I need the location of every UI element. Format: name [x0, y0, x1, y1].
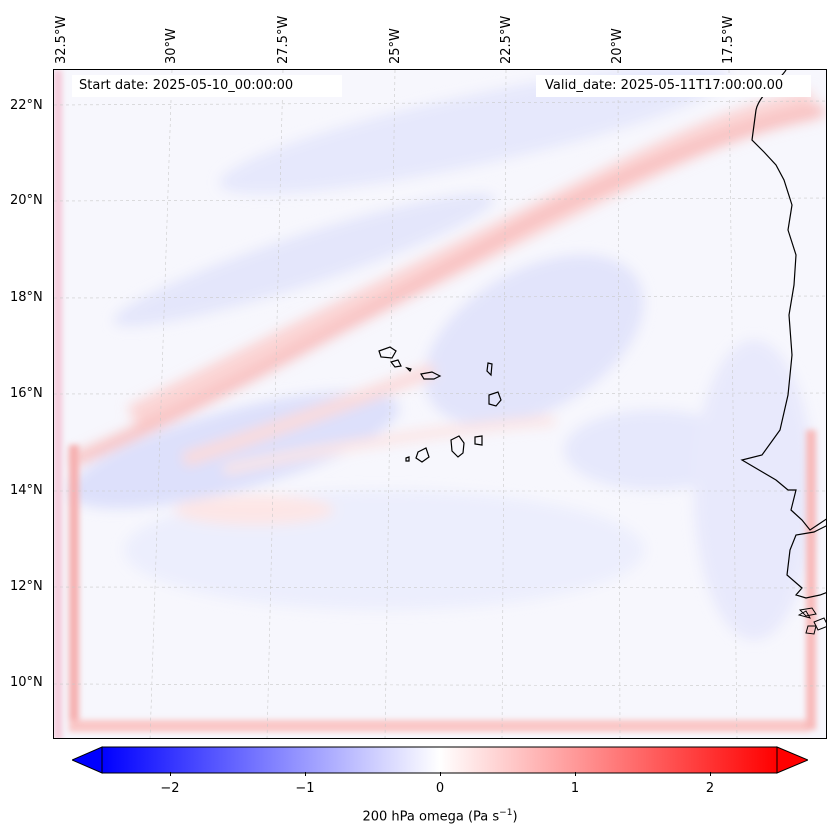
colorbar-label-close: ) [512, 809, 518, 825]
lat-label-18n: 18°N [10, 290, 43, 305]
colorbar-label-exponent: −1 [499, 808, 513, 818]
omega-shading [69, 70, 826, 640]
lon-label-27-5w: 27.5°W [276, 15, 291, 64]
colorbar-tick-label: 0 [435, 781, 445, 796]
colorbar-label-text: 200 hPa omega (Pa s [362, 809, 500, 825]
lon-label-17-5w: 17.5°W [721, 15, 736, 64]
valid-date-box [536, 75, 811, 97]
coastline-africa [740, 70, 826, 599]
colorbar-max-extend [776, 746, 808, 774]
colorbar-min-extend [72, 746, 103, 774]
colorbar-tick-label: 2 [705, 781, 715, 796]
colorbar-tick-mark [305, 772, 306, 776]
lon-label-30w: 30°W [164, 28, 179, 64]
colorbar-tick-mark [710, 772, 711, 776]
graticule [54, 70, 826, 738]
start-date-label: Start date: 2025-05-10_00:00:00 [79, 78, 294, 93]
cape-verde-islands [378, 346, 502, 463]
colorbar-label: 200 hPa omega (Pa s−1) [0, 808, 837, 824]
lat-label-16n: 16°N [10, 386, 43, 401]
colorbar-tick-label: −2 [160, 781, 180, 796]
lat-label-10n: 10°N [10, 675, 43, 690]
lat-label-22n: 22°N [10, 98, 43, 113]
lon-label-20w: 20°W [610, 28, 625, 64]
omega-field-plot [54, 70, 826, 738]
start-date-box [72, 75, 342, 97]
lat-label-20n: 20°N [10, 193, 43, 208]
colorbar-tick-mark [170, 772, 171, 776]
lon-label-32-5w: 32.5°W [54, 15, 69, 64]
colorbar-tick-mark [575, 772, 576, 776]
lon-label-22-5w: 22.5°W [499, 15, 514, 64]
valid-date-label: Valid_date: 2025-05-11T17:00:00.00 [545, 78, 784, 93]
coastline-bijagos [797, 607, 826, 635]
lat-label-12n: 12°N [10, 579, 43, 594]
omega-map [53, 69, 827, 739]
colorbar [72, 746, 808, 774]
lon-label-25w: 25°W [388, 28, 403, 64]
boundary-frame [54, 70, 816, 738]
colorbar-tick-label: 1 [570, 781, 580, 796]
colorbar-tick-mark [440, 772, 441, 776]
colorbar-gradient [101, 746, 778, 774]
lat-label-14n: 14°N [10, 483, 43, 498]
colorbar-tick-label: −1 [295, 781, 315, 796]
